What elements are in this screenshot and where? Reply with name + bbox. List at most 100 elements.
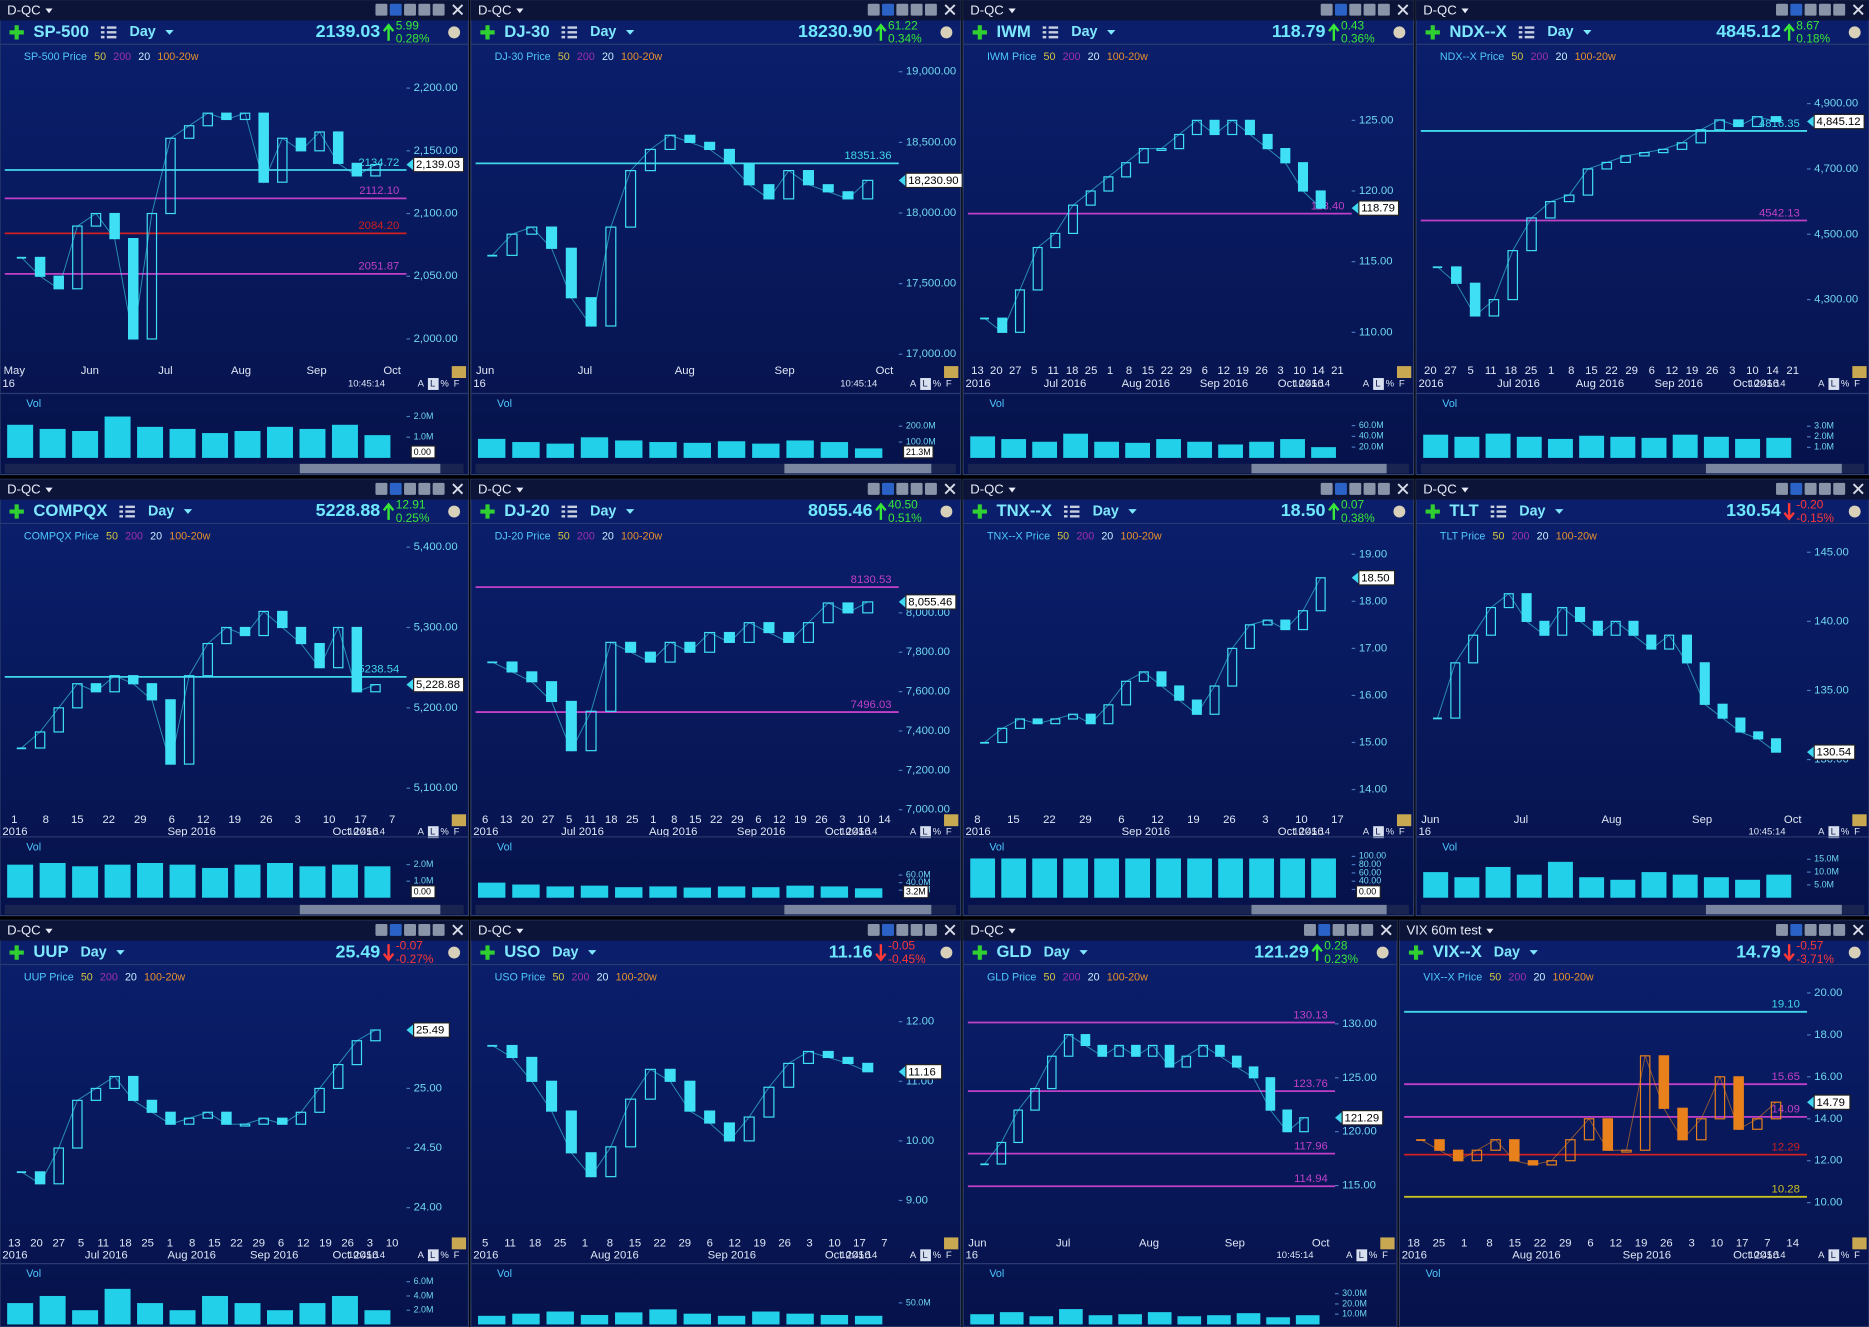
dropdown-arrow[interactable] — [1486, 928, 1494, 934]
dropdown-arrow[interactable] — [1461, 8, 1469, 14]
chart-control[interactable]: L — [1359, 1250, 1364, 1261]
toolbar-icon[interactable] — [404, 3, 416, 16]
chart-control[interactable]: F — [1854, 379, 1860, 390]
toolbar-icon[interactable] — [882, 482, 894, 495]
dropdown-arrow[interactable] — [1461, 487, 1469, 493]
close-icon[interactable] — [1852, 4, 1864, 16]
drawing-tool[interactable] — [944, 366, 959, 379]
chart-control[interactable]: A — [1363, 379, 1370, 390]
chart-control[interactable]: F — [1854, 827, 1860, 838]
add-icon[interactable] — [480, 504, 495, 519]
close-icon[interactable] — [1397, 4, 1409, 16]
scrollbar-track[interactable] — [4, 904, 464, 915]
add-icon[interactable] — [9, 504, 24, 519]
chart-control[interactable]: A — [1818, 1250, 1825, 1261]
toolbar-icon[interactable] — [418, 482, 431, 495]
period[interactable]: Day — [148, 503, 174, 519]
toolbar-icon[interactable] — [1363, 3, 1376, 16]
toolbar-icon[interactable] — [1320, 482, 1333, 495]
drawing-tool[interactable] — [1852, 366, 1867, 379]
chart-control[interactable]: A — [1363, 827, 1370, 838]
add-icon[interactable] — [972, 945, 987, 960]
settings-icon[interactable] — [940, 26, 953, 39]
toolbar-icon[interactable] — [404, 482, 416, 495]
period[interactable]: Day — [1093, 503, 1119, 519]
toolbar-icon[interactable] — [867, 3, 880, 16]
chart-control[interactable]: % — [933, 1250, 942, 1261]
toolbar-icon[interactable] — [1833, 482, 1846, 495]
toolbar-icon[interactable] — [896, 3, 909, 16]
chart-control[interactable]: A — [418, 379, 425, 390]
toolbar-icon[interactable] — [1304, 923, 1316, 936]
add-icon[interactable] — [972, 25, 987, 40]
chart-control[interactable]: A — [418, 827, 425, 838]
dropdown-arrow[interactable] — [516, 8, 524, 14]
toolbar-icon[interactable] — [867, 482, 880, 495]
add-icon[interactable] — [972, 504, 987, 519]
toolbar-icon[interactable] — [1776, 3, 1788, 16]
toolbar-icon[interactable] — [910, 482, 923, 495]
dropdown-arrow[interactable] — [625, 29, 635, 35]
symbol[interactable]: DJ-20 — [504, 501, 549, 520]
chart-control[interactable]: F — [946, 827, 952, 838]
drawing-tool[interactable] — [451, 814, 467, 827]
symbol[interactable]: NDX--X — [1449, 22, 1506, 41]
period[interactable]: Day — [1519, 503, 1545, 519]
chart-control[interactable]: A — [1818, 379, 1825, 390]
add-icon[interactable] — [480, 25, 495, 40]
toolbar-icon[interactable] — [896, 482, 909, 495]
scrollbar-thumb[interactable] — [1251, 904, 1387, 915]
dropdown-arrow[interactable] — [516, 928, 524, 934]
drawing-tool[interactable] — [1852, 814, 1867, 827]
chart-control[interactable]: L — [1831, 827, 1836, 838]
period[interactable]: Day — [1071, 24, 1097, 40]
toolbar-icon[interactable] — [432, 923, 445, 936]
drawing-tool[interactable] — [1852, 1237, 1867, 1250]
symbol[interactable]: COMPQX — [33, 501, 107, 520]
dropdown-arrow[interactable] — [588, 950, 597, 955]
chart-control[interactable]: F — [1382, 1250, 1388, 1261]
close-icon[interactable] — [1397, 483, 1409, 495]
toolbar-icon[interactable] — [910, 923, 923, 936]
chart-control[interactable]: F — [454, 827, 460, 838]
period[interactable]: Day — [1044, 944, 1070, 960]
chart-control[interactable]: A — [418, 1250, 425, 1261]
settings-icon[interactable] — [448, 505, 461, 518]
toolbar-icon[interactable] — [1361, 923, 1374, 936]
period[interactable]: Day — [590, 24, 616, 40]
chart-control[interactable]: F — [946, 379, 952, 390]
add-icon[interactable] — [9, 945, 24, 960]
chart-control[interactable]: % — [1841, 379, 1850, 390]
scrollbar-thumb[interactable] — [784, 463, 932, 474]
scrollbar-track[interactable] — [1420, 904, 1865, 915]
chart-control[interactable]: A — [1818, 827, 1825, 838]
chart-control[interactable]: F — [946, 1250, 952, 1261]
toolbar-icon[interactable] — [882, 923, 894, 936]
chart-control[interactable]: L — [430, 379, 435, 390]
symbol[interactable]: TLT — [1449, 501, 1478, 520]
chart-control[interactable]: % — [1386, 379, 1395, 390]
chart-control[interactable]: L — [1831, 379, 1836, 390]
chart-control[interactable]: A — [1346, 1250, 1353, 1261]
period[interactable]: Day — [590, 503, 616, 519]
toolbar-icon[interactable] — [1377, 3, 1390, 16]
chart-control[interactable]: A — [910, 827, 917, 838]
chart-control[interactable]: F — [1854, 1250, 1860, 1261]
scrollbar-thumb[interactable] — [784, 904, 932, 915]
settings-icon[interactable] — [1376, 946, 1389, 959]
scrollbar-track[interactable] — [967, 463, 1409, 474]
list-icon[interactable] — [1490, 505, 1507, 518]
add-icon[interactable] — [480, 945, 495, 960]
dropdown-arrow[interactable] — [1079, 950, 1088, 955]
toolbar-icon[interactable] — [375, 3, 388, 16]
chart-control[interactable]: A — [910, 379, 917, 390]
dropdown-arrow[interactable] — [45, 487, 53, 493]
settings-icon[interactable] — [940, 946, 953, 959]
toolbar-icon[interactable] — [418, 923, 431, 936]
drawing-tool[interactable] — [1396, 366, 1412, 379]
scrollbar-thumb[interactable] — [299, 904, 441, 915]
chart-control[interactable]: L — [430, 1250, 435, 1261]
close-icon[interactable] — [1852, 924, 1864, 936]
scrollbar-track[interactable] — [475, 463, 956, 474]
list-icon[interactable] — [1518, 26, 1535, 39]
